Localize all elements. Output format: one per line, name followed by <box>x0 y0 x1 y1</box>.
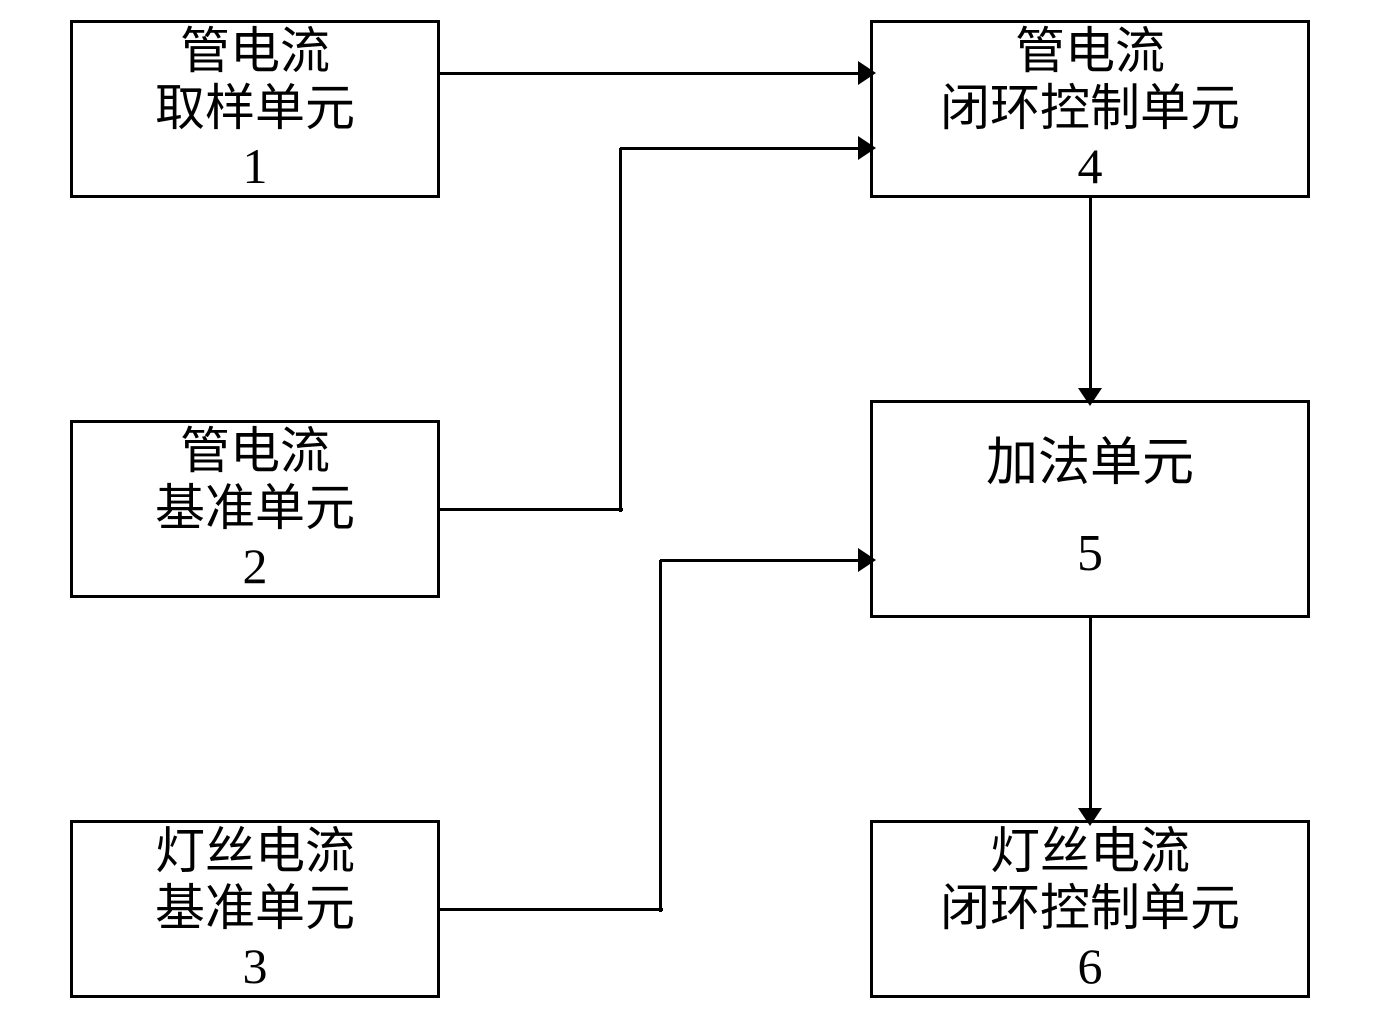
edge-4-arrowhead <box>1078 808 1102 826</box>
block-n1: 管电流取样单元1 <box>70 20 440 198</box>
edge-1-seg-0 <box>440 508 623 511</box>
block-n3-line2: 基准单元 <box>155 880 355 938</box>
block-n1-line1: 管电流 <box>180 23 330 81</box>
block-n2: 管电流基准单元2 <box>70 420 440 598</box>
block-n5-number: 5 <box>1077 524 1103 584</box>
block-n6-number: 6 <box>1078 938 1103 996</box>
block-n5: 加法单元 5 <box>870 400 1310 618</box>
block-n6: 灯丝电流闭环控制单元6 <box>870 820 1310 998</box>
edge-1-arrowhead <box>858 136 876 160</box>
block-n3-line1: 灯丝电流 <box>155 823 355 881</box>
block-n4-line1: 管电流 <box>1015 23 1165 81</box>
block-n3: 灯丝电流基准单元3 <box>70 820 440 998</box>
edge-1-seg-2 <box>620 147 861 150</box>
edge-3-arrowhead <box>1078 388 1102 406</box>
block-n1-line2: 取样单元 <box>155 80 355 138</box>
edge-2-seg-2 <box>660 559 861 562</box>
block-n3-number: 3 <box>243 938 268 996</box>
edge-2-seg-0 <box>440 908 663 911</box>
block-n2-number: 2 <box>243 538 268 596</box>
block-n1-number: 1 <box>243 138 268 196</box>
edge-4-seg-0 <box>1089 618 1092 811</box>
block-n5-line1: 加法单元 <box>986 434 1194 494</box>
block-n4-line2: 闭环控制单元 <box>940 80 1240 138</box>
block-n4: 管电流闭环控制单元4 <box>870 20 1310 198</box>
block-n4-number: 4 <box>1078 138 1103 196</box>
edge-2-arrowhead <box>858 548 876 572</box>
edge-2-seg-1 <box>659 560 662 912</box>
edge-0-seg-0 <box>440 72 861 75</box>
edge-1-seg-1 <box>619 148 622 512</box>
block-n2-line1: 管电流 <box>180 423 330 481</box>
edge-0-arrowhead <box>858 61 876 85</box>
block-n2-line2: 基准单元 <box>155 480 355 538</box>
block-n6-line1: 灯丝电流 <box>990 823 1190 881</box>
block-n6-line2: 闭环控制单元 <box>940 880 1240 938</box>
edge-3-seg-0 <box>1089 198 1092 391</box>
